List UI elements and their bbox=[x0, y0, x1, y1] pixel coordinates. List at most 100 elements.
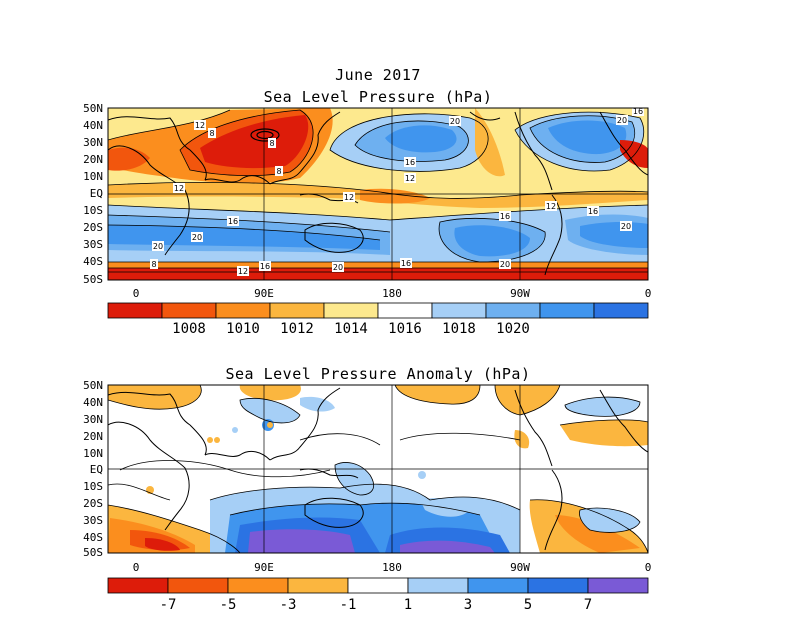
svg-text:16: 16 bbox=[228, 217, 238, 226]
svg-text:8: 8 bbox=[209, 129, 214, 138]
svg-text:20: 20 bbox=[617, 116, 627, 125]
lon-tick: 180 bbox=[382, 561, 402, 574]
anomaly-lon-axis: 0 90E 180 90W 0 bbox=[133, 561, 652, 574]
slp-contour-labels: 12 8 8 8 20 16 12 20 16 12 12 16 16 20 2… bbox=[150, 106, 644, 276]
colorbar-swatch bbox=[485, 302, 541, 319]
colorbar-swatch bbox=[527, 577, 589, 594]
lat-tick: 30N bbox=[83, 413, 103, 426]
lat-tick: 50N bbox=[83, 379, 103, 392]
colorbar-swatch bbox=[407, 577, 469, 594]
svg-text:20: 20 bbox=[153, 242, 163, 251]
anomaly-gridlines bbox=[108, 385, 648, 553]
colorbar-swatch bbox=[269, 302, 325, 319]
slp-colorbar: 1008 1010 1012 1014 1016 1018 1020 bbox=[107, 302, 649, 337]
lat-tick: 40S bbox=[83, 255, 103, 268]
colorbar-label: -3 bbox=[280, 597, 297, 613]
colorbar-label: -7 bbox=[160, 597, 177, 613]
lon-tick: 90E bbox=[254, 287, 274, 300]
svg-text:8: 8 bbox=[276, 167, 281, 176]
lat-tick: 10N bbox=[83, 447, 103, 460]
svg-text:12: 12 bbox=[174, 184, 184, 193]
svg-text:16: 16 bbox=[633, 107, 643, 116]
svg-text:20: 20 bbox=[333, 263, 343, 272]
colorbar-label: -5 bbox=[220, 597, 237, 613]
svg-text:20: 20 bbox=[450, 117, 460, 126]
colorbar-swatch bbox=[587, 577, 649, 594]
lat-tick: EQ bbox=[90, 187, 103, 200]
colorbar-swatch bbox=[377, 302, 433, 319]
svg-text:12: 12 bbox=[195, 121, 205, 130]
colorbar-swatch bbox=[167, 577, 229, 594]
anomaly-colorbar: -7 -5 -3 -1 1 3 5 7 bbox=[107, 577, 649, 613]
lat-tick: 30S bbox=[83, 238, 103, 251]
lat-tick: 50S bbox=[83, 546, 103, 559]
svg-text:20: 20 bbox=[621, 222, 631, 231]
lat-tick: 10N bbox=[83, 170, 103, 183]
colorbar-label: 1012 bbox=[280, 321, 314, 337]
colorbar-swatch bbox=[593, 302, 649, 319]
lon-tick: 180 bbox=[382, 287, 402, 300]
figure-title-date: June 2017 bbox=[335, 66, 421, 84]
svg-text:16: 16 bbox=[260, 262, 270, 271]
lon-tick: 0 bbox=[645, 287, 652, 300]
colorbar-swatch bbox=[287, 577, 349, 594]
svg-text:16: 16 bbox=[401, 259, 411, 268]
colorbar-swatch bbox=[539, 302, 595, 319]
svg-text:8: 8 bbox=[151, 260, 156, 269]
colorbar-label: 1020 bbox=[496, 321, 530, 337]
slp-lon-axis: 0 90E 180 90W 0 bbox=[133, 287, 652, 300]
colorbar-swatch bbox=[431, 302, 487, 319]
anomaly-panel-title: Sea Level Pressure Anomaly (hPa) bbox=[226, 365, 531, 383]
colorbar-label: 1016 bbox=[388, 321, 422, 337]
anomaly-contours bbox=[108, 385, 648, 553]
svg-text:16: 16 bbox=[500, 212, 510, 221]
anomaly-map-frame bbox=[107, 384, 649, 554]
svg-text:16: 16 bbox=[588, 207, 598, 216]
slp-panel-title: Sea Level Pressure (hPa) bbox=[264, 88, 493, 106]
lat-tick: 50S bbox=[83, 273, 103, 286]
colorbar-label: -1 bbox=[340, 597, 357, 613]
anomaly-lat-axis: 50N 40N 30N 20N 10N EQ 10S 20S 30S 40S 5… bbox=[83, 379, 103, 559]
colorbar-swatch bbox=[107, 577, 169, 594]
svg-text:12: 12 bbox=[546, 202, 556, 211]
colorbar-label: 1 bbox=[404, 597, 412, 613]
lat-tick: 20S bbox=[83, 497, 103, 510]
slp-gridlines bbox=[108, 108, 648, 280]
svg-text:20: 20 bbox=[500, 260, 510, 269]
lat-tick: 50N bbox=[83, 102, 103, 115]
slp-map-frame bbox=[107, 107, 649, 281]
lat-tick: 30N bbox=[83, 136, 103, 149]
lon-tick: 90E bbox=[254, 561, 274, 574]
slp-contours bbox=[108, 109, 648, 273]
slp-lat-axis: 50N 40N 30N 20N 10N EQ 10S 20S 30S 40S 5… bbox=[83, 102, 103, 286]
lon-tick: 0 bbox=[133, 561, 140, 574]
colorbar-label: 1018 bbox=[442, 321, 476, 337]
svg-text:12: 12 bbox=[238, 267, 248, 276]
colorbar-swatch bbox=[107, 302, 163, 319]
lat-tick: 40S bbox=[83, 531, 103, 544]
colorbar-label: 3 bbox=[464, 597, 472, 613]
lon-tick: 90W bbox=[510, 287, 530, 300]
colorbar-label: 5 bbox=[524, 597, 532, 613]
colorbar-label: 7 bbox=[584, 597, 592, 613]
colorbar-swatch bbox=[467, 577, 529, 594]
colorbar-swatch bbox=[161, 302, 217, 319]
svg-text:8: 8 bbox=[269, 139, 274, 148]
colorbar-swatch bbox=[347, 577, 409, 594]
lat-tick: 20N bbox=[83, 430, 103, 443]
lat-tick: 10S bbox=[83, 204, 103, 217]
slp-map bbox=[108, 108, 648, 280]
lat-tick: 40N bbox=[83, 119, 103, 132]
lat-tick: 40N bbox=[83, 396, 103, 409]
lon-tick: 0 bbox=[133, 287, 140, 300]
colorbar-swatch bbox=[227, 577, 289, 594]
lon-tick: 90W bbox=[510, 561, 530, 574]
colorbar-label: 1014 bbox=[334, 321, 368, 337]
lon-tick: 0 bbox=[645, 561, 652, 574]
lat-tick: EQ bbox=[90, 463, 103, 476]
svg-text:20: 20 bbox=[192, 233, 202, 242]
svg-text:12: 12 bbox=[405, 174, 415, 183]
lat-tick: 20S bbox=[83, 221, 103, 234]
colorbar-swatch bbox=[323, 302, 379, 319]
